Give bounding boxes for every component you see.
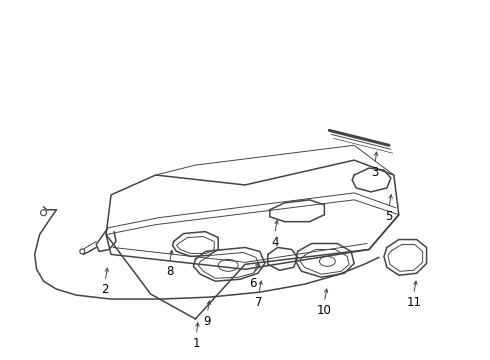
Text: 7: 7 xyxy=(255,296,263,309)
Text: 2: 2 xyxy=(101,283,109,296)
Text: 6: 6 xyxy=(249,277,257,290)
Text: 3: 3 xyxy=(371,166,379,179)
Text: 11: 11 xyxy=(406,296,421,309)
Text: 1: 1 xyxy=(193,337,200,350)
Text: 8: 8 xyxy=(166,265,173,278)
Text: 9: 9 xyxy=(203,315,211,328)
Text: 4: 4 xyxy=(271,235,278,248)
Text: 10: 10 xyxy=(317,304,332,317)
Text: 5: 5 xyxy=(385,210,392,223)
